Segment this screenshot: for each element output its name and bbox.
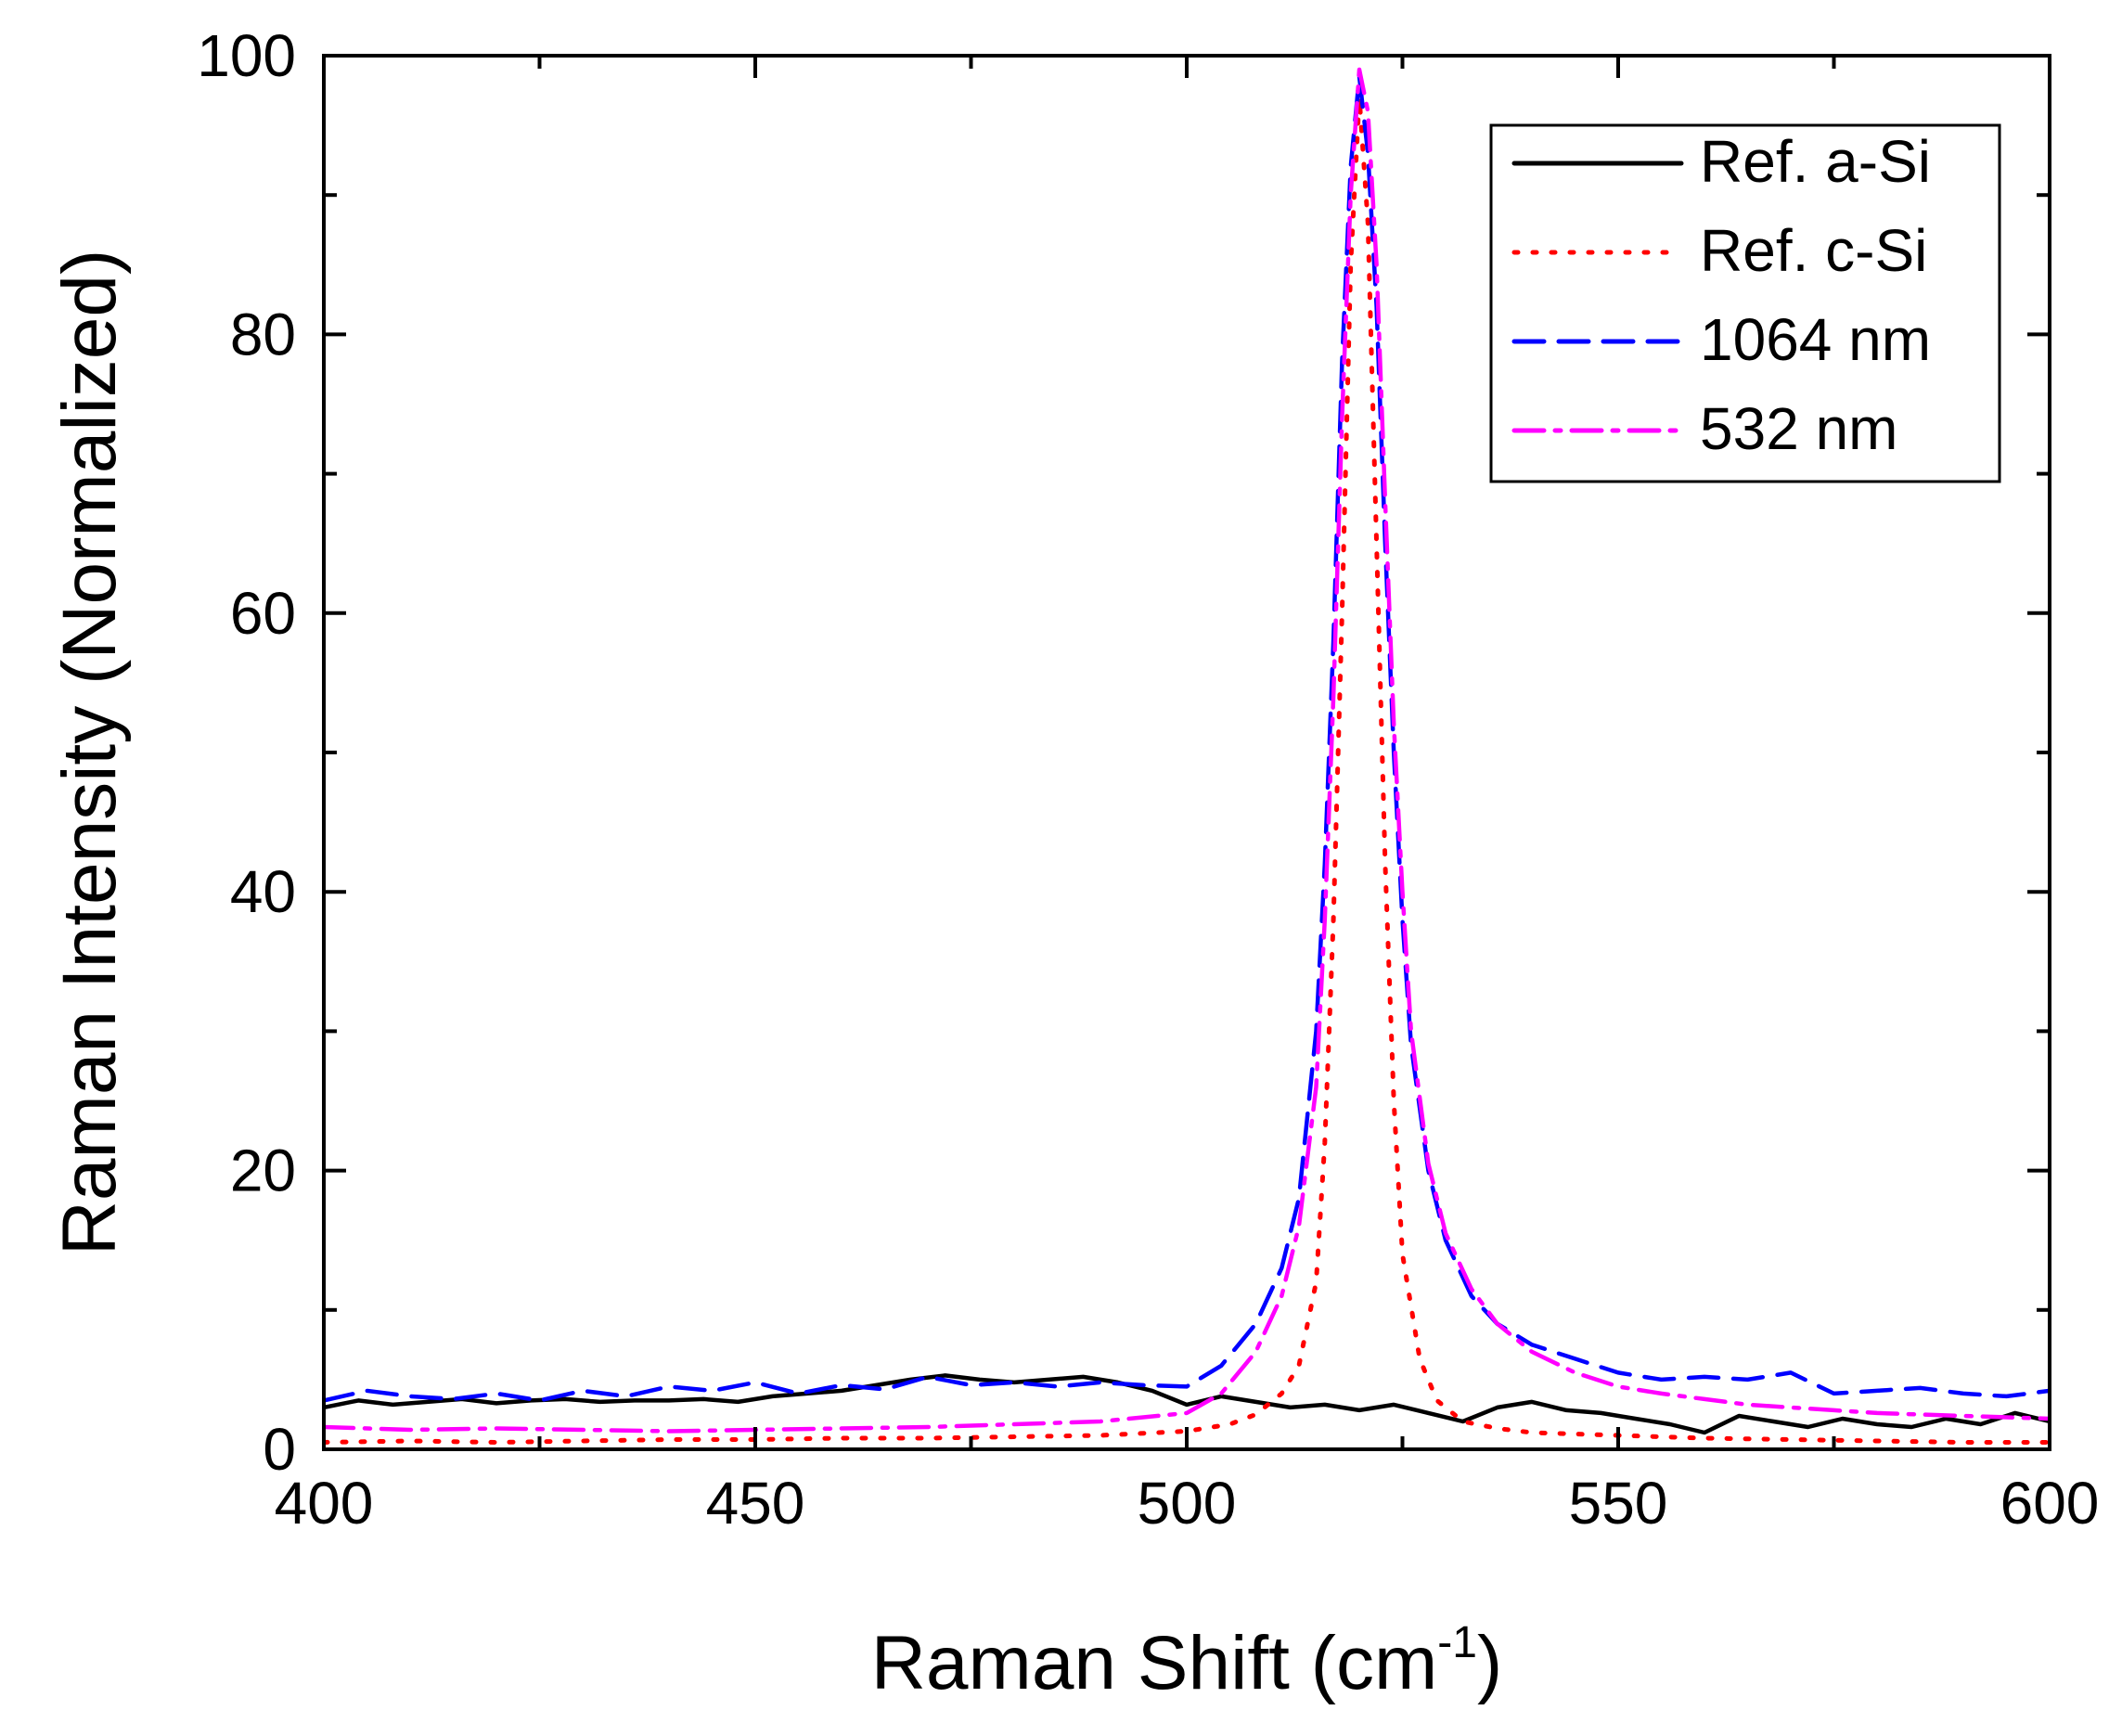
x-tick-label: 500 [1138, 1470, 1237, 1537]
y-tick-label: 60 [230, 580, 296, 647]
x-axis-title: Raman Shift (cm-1) [871, 1618, 1503, 1705]
series-line-532-nm [324, 67, 2050, 1434]
y-axis-title: Raman Intensity (Normalized) [47, 250, 132, 1256]
x-tick-label: 550 [1569, 1470, 1668, 1537]
legend-box [1489, 123, 2001, 483]
y-tick-label: 80 [230, 301, 296, 367]
series-layer [324, 67, 2050, 1445]
x-tick-label: 400 [275, 1470, 374, 1537]
legend-label: 532 nm [1700, 395, 1897, 462]
y-tick-label: 0 [263, 1416, 296, 1483]
x-axis-tick-labels: 400 450 500 550 600 [275, 1470, 2100, 1537]
legend-label: 1064 nm [1700, 306, 1931, 373]
y-axis-tick-labels: 0 20 40 60 80 100 [197, 22, 296, 1483]
legend: Ref. a-Si Ref. c-Si 1064 nm 532 nm [1489, 123, 2001, 483]
x-tick-label: 600 [2000, 1470, 2100, 1537]
x-tick-label: 450 [706, 1470, 805, 1537]
legend-label: Ref. c-Si [1700, 217, 1927, 284]
y-tick-label: 20 [230, 1138, 296, 1204]
x-axis-ticks [322, 56, 2051, 1449]
series-line-1064-nm [324, 74, 2050, 1403]
y-tick-label: 40 [230, 858, 296, 925]
y-axis-ticks [324, 54, 2050, 1451]
y-tick-label: 100 [197, 22, 296, 89]
series-line-ref-a-si [324, 1373, 2050, 1435]
legend-label: Ref. a-Si [1700, 128, 1931, 195]
series-line-ref-c-si [324, 95, 2050, 1445]
